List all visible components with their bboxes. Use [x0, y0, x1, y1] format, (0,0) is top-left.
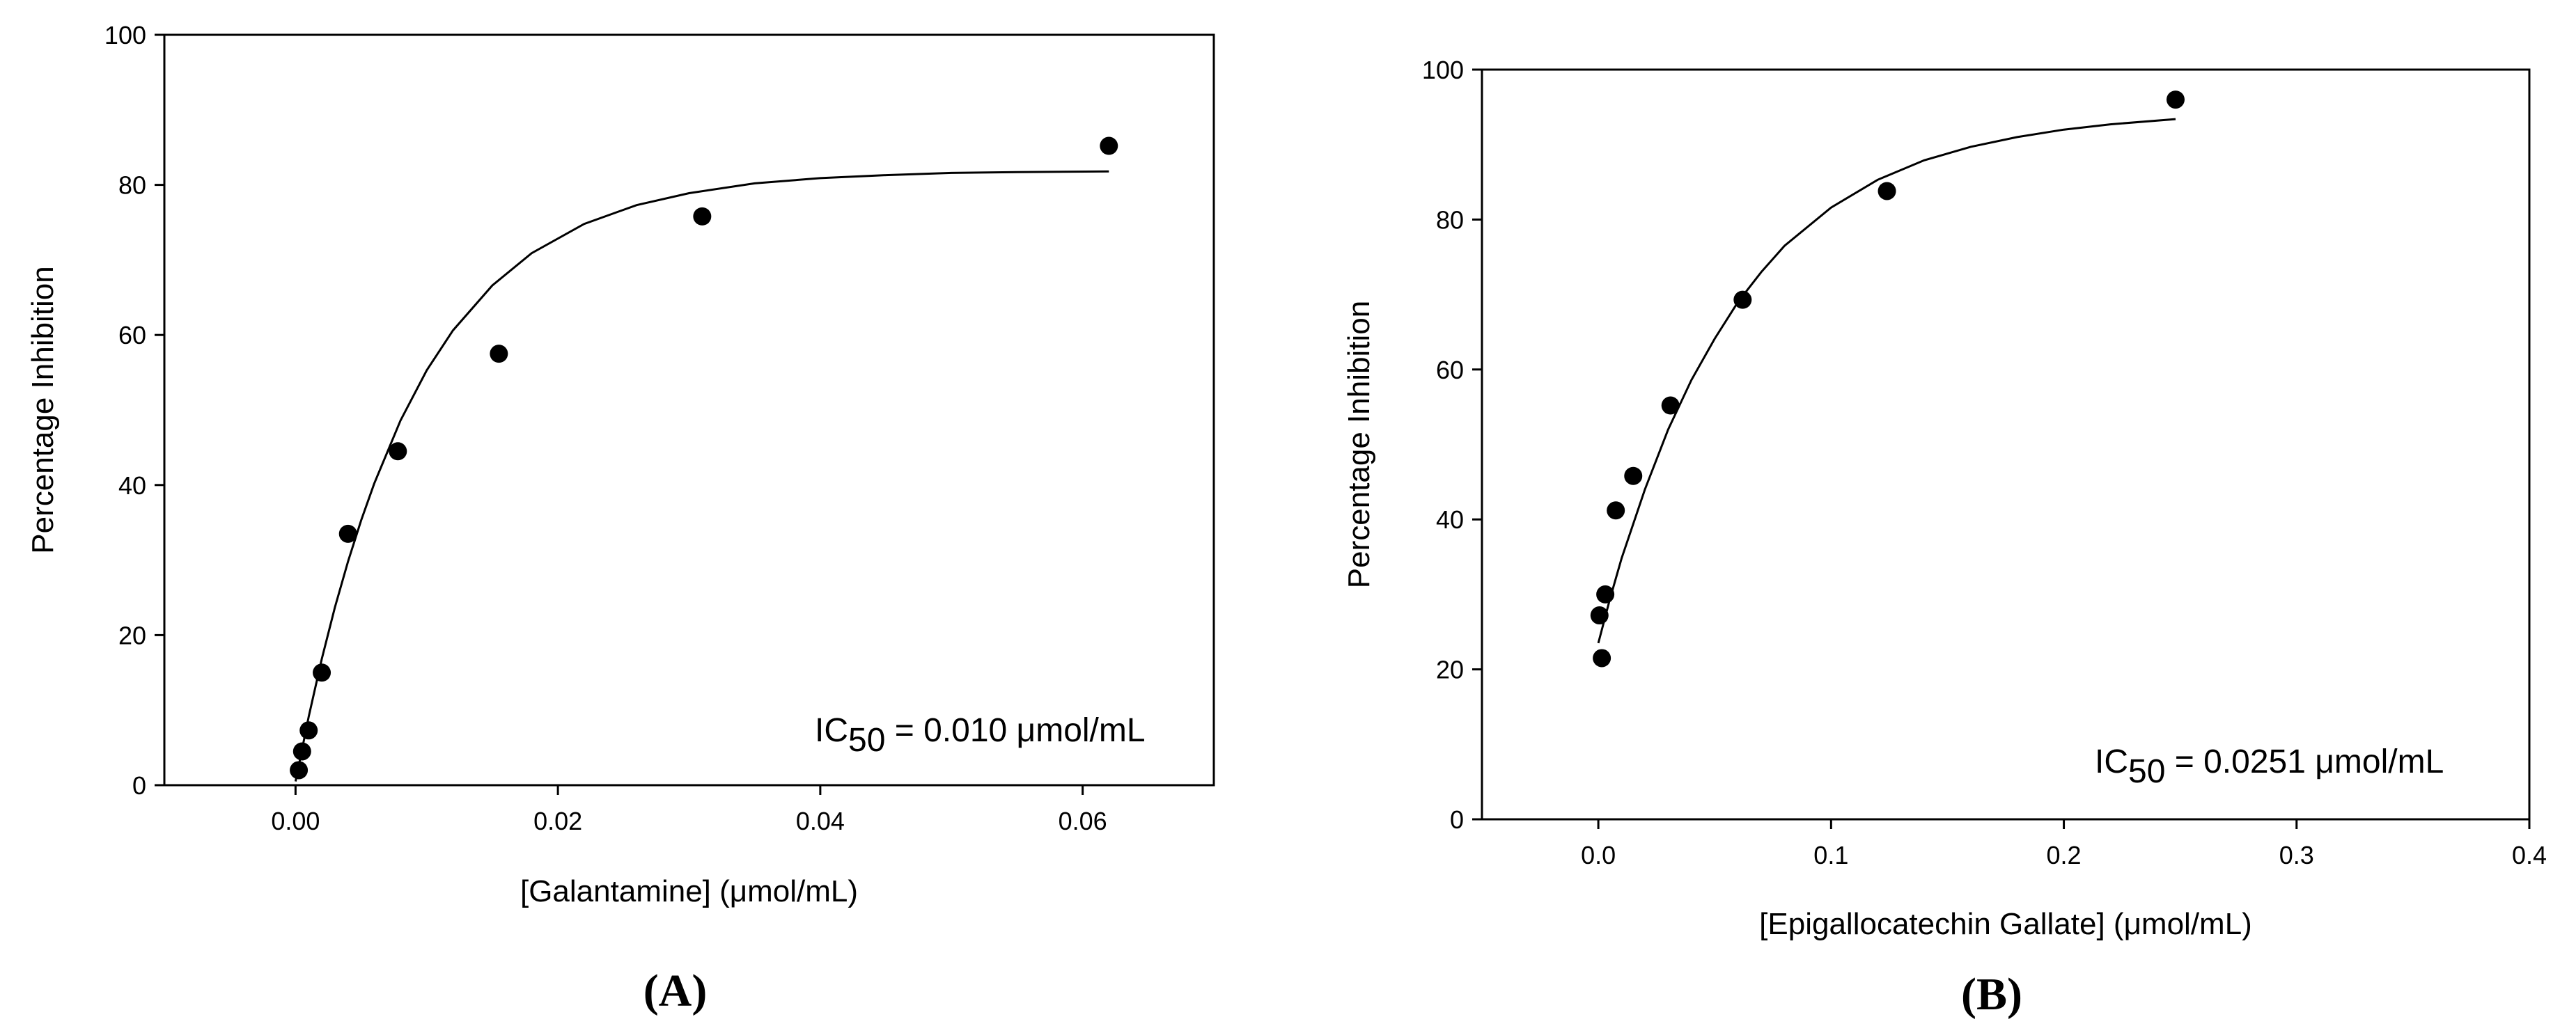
ic50-annotation-b: IC50 = 0.0251 μmol/mL	[2095, 743, 2444, 790]
x-tick-label-b-2: 0.2	[2047, 841, 2082, 869]
plot-frame-a	[163, 33, 1215, 787]
data-point-b-6	[1733, 290, 1752, 309]
data-point-a-7	[693, 207, 712, 226]
data-point-b-5	[1661, 396, 1680, 415]
y-tick-label-a-1: 20	[118, 621, 146, 649]
data-point-b-0	[1590, 606, 1609, 625]
data-point-a-5	[389, 442, 407, 461]
y-tick-label-b-3: 60	[1436, 356, 1464, 384]
ic50-subscript-b: 50	[2128, 753, 2165, 790]
y-tick-label-b-0: 0	[1450, 805, 1464, 834]
x-axis-label-a: [Galantamine] (μmol/mL)	[520, 874, 858, 908]
y-tick-label-a-5: 100	[104, 21, 146, 49]
x-tick-label-b-3: 0.3	[2279, 841, 2314, 869]
y-tick-label-b-4: 80	[1436, 205, 1464, 234]
y-tick-label-a-4: 80	[118, 171, 146, 200]
panel-label-a: (A)	[643, 965, 708, 1016]
data-point-b-3	[1607, 501, 1625, 520]
y-tick-label-a-3: 60	[118, 321, 146, 349]
data-point-a-0	[290, 761, 309, 780]
data-point-a-2	[299, 721, 318, 740]
data-point-a-4	[338, 524, 357, 543]
x-tick-label-a-1: 0.02	[533, 807, 582, 835]
x-tick-label-a-2: 0.04	[796, 807, 845, 835]
x-tick-label-b-1: 0.1	[1813, 841, 1848, 869]
y-tick-label-b-2: 40	[1436, 505, 1464, 534]
ic50-subscript-a: 50	[848, 722, 885, 759]
data-point-a-1	[292, 742, 311, 761]
chart-b: 0.0 0.1 0.2 0.3 0.4 0 20 40 60 80 100 [Epigallocate…	[1342, 56, 2547, 1020]
y-axis-label-b: Percentage Inhibition	[1342, 301, 1376, 588]
data-point-b-4	[1624, 466, 1643, 485]
fit-curve-a	[294, 170, 1109, 782]
data-point-b-8	[2166, 90, 2185, 109]
data-point-b-2	[1596, 585, 1615, 604]
data-point-b-1	[1593, 649, 1611, 668]
data-point-a-3	[313, 663, 331, 682]
chart-a: 0.00 0.02 0.04 0.06 0 20 40 60 80 100 [Galantamine…	[26, 21, 1215, 1016]
y-tick-label-a-0: 0	[132, 771, 146, 800]
ic50-annotation-a: IC50 = 0.010 μmol/mL	[815, 712, 1146, 759]
data-point-a-8	[1100, 136, 1118, 155]
y-tick-label-b-1: 20	[1436, 656, 1464, 684]
y-tick-label-a-2: 40	[118, 471, 146, 500]
data-point-b-7	[1878, 182, 1896, 200]
ic50-suffix-a: = 0.010 μmol/mL	[885, 712, 1145, 749]
x-tick-label-b-4: 0.4	[2512, 841, 2547, 869]
fit-curve-b	[1597, 118, 2176, 644]
x-tick-label-b-0: 0.0	[1581, 841, 1616, 869]
data-point-a-6	[490, 345, 508, 363]
x-axis-label-b: [Epigallocatechin Gallate] (μmol/mL)	[1759, 907, 2252, 941]
plot-frame-b	[1481, 68, 2531, 821]
ic50-prefix-a: IC	[815, 712, 848, 749]
panel-label-b: (B)	[1961, 969, 2022, 1020]
ic50-prefix-b: IC	[2095, 743, 2128, 780]
x-tick-label-a-0: 0.00	[271, 807, 320, 835]
y-axis-label-a: Percentage Inhibition	[26, 266, 60, 553]
x-tick-label-a-3: 0.06	[1059, 807, 1107, 835]
ic50-suffix-b: = 0.0251 μmol/mL	[2165, 743, 2444, 780]
y-tick-label-b-5: 100	[1422, 56, 1464, 84]
